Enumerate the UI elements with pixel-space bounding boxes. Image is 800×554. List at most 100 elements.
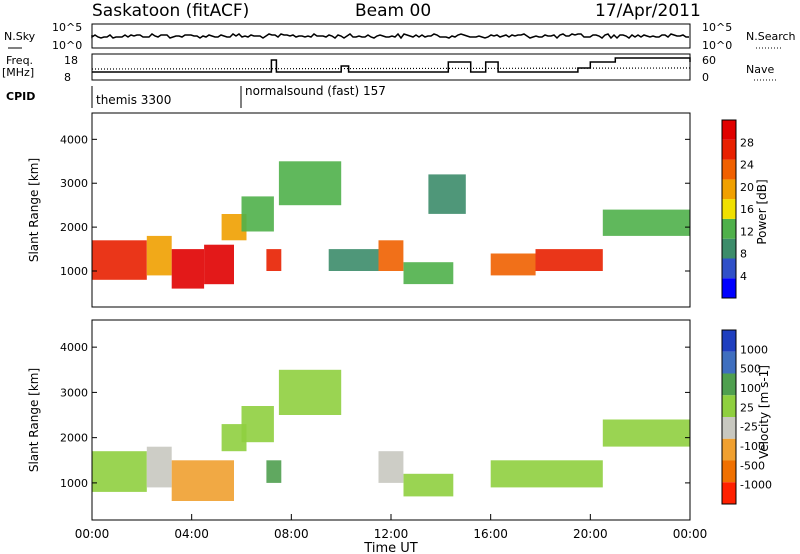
power-echo-region-6	[266, 249, 282, 271]
xtick-label-5: 20:00	[573, 527, 608, 541]
velocity-colorbar-swatch-2	[722, 373, 736, 396]
power-ytick-label-3: 4000	[60, 133, 88, 146]
velocity-colorbar-tick-2: 100	[740, 382, 761, 395]
noise-left-label: N.Sky	[4, 30, 36, 43]
power-heatmap	[92, 161, 690, 289]
freq-left-label: Freq.	[6, 54, 33, 67]
power-y-axis-label: Slant Range [km]	[27, 158, 41, 262]
velocity-colorbar-tick-5: -100	[740, 440, 765, 453]
freq-right-tick-bottom: 0	[702, 71, 709, 84]
freq-left-tick-bottom: 8	[64, 71, 71, 84]
power-colorbar: 4 8 12 16 20 24 28	[721, 119, 754, 299]
freq-left-unit: [MHz]	[2, 66, 34, 79]
velocity-colorbar-swatch-7	[722, 482, 736, 505]
velocity-ytick-label-0: 1000	[60, 477, 88, 490]
velocity-colorbar-swatch-5	[722, 438, 736, 461]
velocity-echo-region-0	[92, 451, 147, 492]
velocity-colorbar-tick-0: 1000	[740, 343, 768, 356]
velocity-ytick-label-1: 2000	[60, 432, 88, 445]
power-echo-region-14	[602, 209, 690, 236]
xtick-label-6: 00:00	[673, 527, 708, 541]
velocity-echo-region-1	[146, 446, 172, 488]
cpid-entry-1: normalsound (fast) 157	[245, 84, 386, 98]
velocity-colorbar-swatch-1	[722, 351, 736, 374]
velocity-colorbar-label: Velocity [m s-1]	[757, 365, 771, 459]
power-echo-region-0	[92, 240, 147, 280]
power-echo-region-5	[241, 196, 274, 232]
xtick-label-3: 12:00	[374, 527, 409, 541]
power-colorbar-swatch-5	[722, 179, 736, 200]
velocity-y-axis-label: Slant Range [km]	[27, 368, 41, 472]
velocity-echo-region-6	[278, 369, 342, 415]
noise-right-tick-bottom: 10^0	[702, 39, 732, 52]
freq-right-tick-top: 60	[702, 54, 716, 67]
frequency-trace	[92, 57, 691, 73]
velocity-ytick-label-3: 4000	[60, 341, 88, 354]
xtick-label-4: 16:00	[473, 527, 508, 541]
power-echo-region-13	[535, 249, 603, 271]
velocity-echo-region-2	[171, 460, 234, 501]
velocity-colorbar-tick-6: -500	[740, 459, 765, 472]
velocity-echo-region-8	[403, 473, 454, 497]
noise-right-label: N.Search	[746, 30, 796, 43]
power-echo-region-11	[428, 174, 466, 214]
velocity-heatmap	[92, 369, 690, 501]
velocity-colorbar-swatch-6	[722, 460, 736, 483]
power-echo-region-1	[146, 235, 172, 276]
velocity-echo-region-7	[378, 451, 404, 483]
power-colorbar-frame	[721, 119, 737, 299]
freq-right-label: Nave	[746, 63, 774, 76]
noise-left-tick-top: 10^5	[52, 21, 82, 34]
noise-left-tick-bottom: 10^0	[52, 39, 82, 52]
power-echo-region-2	[171, 249, 205, 289]
power-colorbar-tick-1: 8	[740, 248, 747, 261]
power-colorbar-swatch-6	[722, 159, 736, 180]
power-colorbar-tick-5: 24	[740, 159, 754, 172]
power-ytick-label-1: 2000	[60, 221, 88, 234]
power-panel-frame	[91, 112, 691, 308]
power-colorbar-tick-2: 12	[740, 225, 754, 238]
velocity-colorbar-tick-3: 25	[740, 401, 754, 414]
power-colorbar-swatch-4	[722, 199, 736, 219]
velocity-colorbar-tick-1: 500	[740, 363, 761, 376]
power-colorbar-swatch-0	[722, 278, 736, 298]
power-colorbar-swatch-8	[722, 120, 736, 140]
power-colorbar-tick-3: 16	[740, 203, 754, 216]
power-echo-region-10	[403, 262, 454, 285]
power-colorbar-label: Power [dB]	[755, 179, 769, 244]
xtick-label-2: 08:00	[274, 527, 309, 541]
velocity-colorbar: 1000 500 100 25 -25 -100 -500 -1000	[721, 329, 772, 505]
power-echo-region-3	[204, 244, 234, 285]
velocity-colorbar-frame	[721, 329, 737, 505]
freq-left-tick-top: 18	[64, 54, 78, 67]
power-colorbar-tick-6: 28	[740, 136, 754, 149]
station-title: Saskatoon (fitACF)	[92, 1, 249, 21]
velocity-echo-region-9	[490, 460, 603, 488]
nave-trace	[91, 67, 691, 70]
power-echo-region-8	[328, 249, 379, 271]
velocity-colorbar-swatch-0	[722, 330, 736, 352]
velocity-echo-region-5	[266, 460, 282, 483]
velocity-colorbar-swatch-4	[722, 417, 736, 439]
xtick-label-0: 00:00	[75, 527, 110, 541]
power-colorbar-swatch-3	[722, 218, 736, 239]
velocity-ytick-label-2: 3000	[60, 386, 88, 399]
power-echo-region-7	[278, 161, 342, 206]
power-ytick-label-0: 1000	[60, 265, 88, 278]
velocity-colorbar-tick-7: -1000	[740, 479, 772, 492]
velocity-echo-region-4	[241, 406, 274, 443]
velocity-echo-region-10	[602, 419, 690, 447]
date-title: 17/Apr/2011	[595, 1, 701, 21]
cpid-entry-0: themis 3300	[96, 93, 171, 107]
power-colorbar-tick-0: 4	[740, 270, 747, 283]
noise-right-tick-top: 10^5	[702, 21, 732, 34]
noise-trace	[91, 32, 689, 40]
power-colorbar-swatch-1	[722, 258, 736, 279]
velocity-colorbar-swatch-3	[722, 395, 736, 418]
xtick-label-1: 04:00	[174, 527, 209, 541]
freq-panel-frame	[91, 53, 691, 81]
velocity-colorbar-tick-4: -25	[740, 421, 758, 434]
power-echo-region-12	[490, 253, 536, 276]
beam-title: Beam 00	[355, 1, 431, 21]
